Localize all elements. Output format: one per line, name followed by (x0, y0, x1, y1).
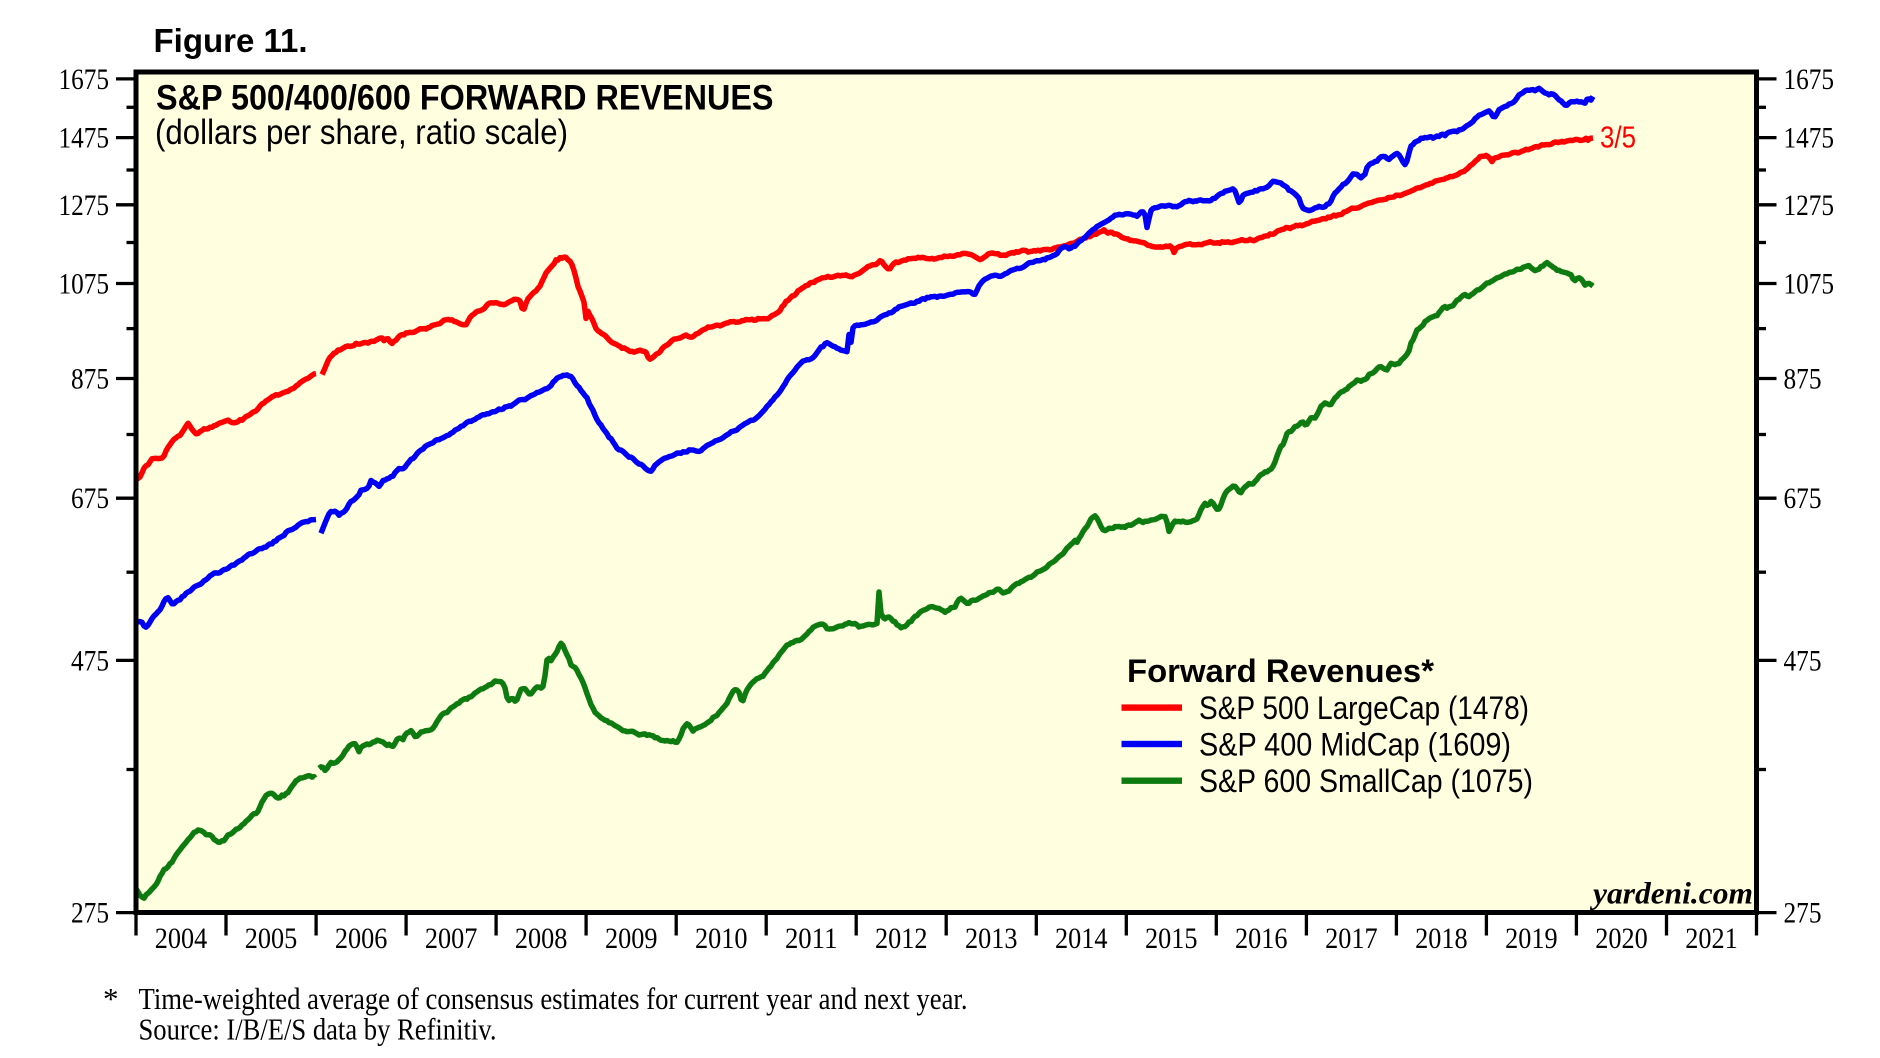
svg-text:475: 475 (1784, 644, 1822, 677)
svg-text:1075: 1075 (1784, 268, 1835, 301)
svg-text:S&P 500/400/600 FORWARD REVENU: S&P 500/400/600 FORWARD REVENUES (156, 78, 774, 118)
svg-text:Forward Revenues*: Forward Revenues* (1127, 653, 1435, 689)
svg-text:2012: 2012 (875, 922, 928, 955)
svg-text:675: 675 (1784, 482, 1822, 515)
svg-text:875: 875 (1784, 363, 1822, 396)
svg-text:2021: 2021 (1685, 922, 1738, 955)
svg-text:475: 475 (71, 644, 109, 677)
svg-text:1075: 1075 (59, 268, 110, 301)
svg-text:2007: 2007 (425, 922, 478, 955)
svg-text:2013: 2013 (965, 922, 1018, 955)
svg-text:2020: 2020 (1595, 922, 1648, 955)
svg-text:2006: 2006 (335, 922, 388, 955)
svg-text:Time-weighted average of conse: Time-weighted average of consensus estim… (139, 981, 968, 1016)
svg-text:S&P 600 SmallCap (1075): S&P 600 SmallCap (1075) (1199, 763, 1533, 799)
svg-text:275: 275 (1784, 897, 1822, 930)
svg-text:2009: 2009 (605, 922, 658, 955)
svg-text:875: 875 (71, 363, 109, 396)
svg-text:1275: 1275 (59, 189, 110, 222)
svg-text:3/5: 3/5 (1600, 120, 1636, 155)
svg-text:Source: I/B/E/S data by Refini: Source: I/B/E/S data by Refinitiv. (139, 1011, 497, 1046)
svg-text:2008: 2008 (515, 922, 568, 955)
svg-text:275: 275 (71, 897, 109, 930)
svg-text:1475: 1475 (1784, 122, 1835, 155)
svg-text:2005: 2005 (245, 922, 298, 955)
svg-text:2017: 2017 (1325, 922, 1378, 955)
svg-text:S&P 500 LargeCap (1478): S&P 500 LargeCap (1478) (1199, 690, 1529, 726)
svg-text:1675: 1675 (59, 63, 110, 96)
svg-text:yardeni.com: yardeni.com (1589, 876, 1753, 911)
svg-text:*: * (103, 981, 119, 1016)
svg-text:Figure 11.: Figure 11. (154, 22, 308, 59)
svg-text:675: 675 (71, 482, 109, 515)
svg-text:1475: 1475 (59, 122, 110, 155)
svg-text:1275: 1275 (1784, 189, 1835, 222)
svg-text:(dollars per share, ratio scal: (dollars per share, ratio scale) (155, 112, 568, 152)
svg-text:S&P 400 MidCap (1609): S&P 400 MidCap (1609) (1199, 727, 1511, 763)
svg-text:2014: 2014 (1055, 922, 1108, 955)
svg-text:2019: 2019 (1505, 922, 1558, 955)
svg-text:2010: 2010 (695, 922, 748, 955)
svg-text:2004: 2004 (155, 922, 208, 955)
svg-text:2011: 2011 (785, 922, 838, 955)
svg-text:2015: 2015 (1145, 922, 1198, 955)
svg-text:2018: 2018 (1415, 922, 1468, 955)
svg-text:1675: 1675 (1784, 63, 1835, 96)
svg-text:2016: 2016 (1235, 922, 1288, 955)
